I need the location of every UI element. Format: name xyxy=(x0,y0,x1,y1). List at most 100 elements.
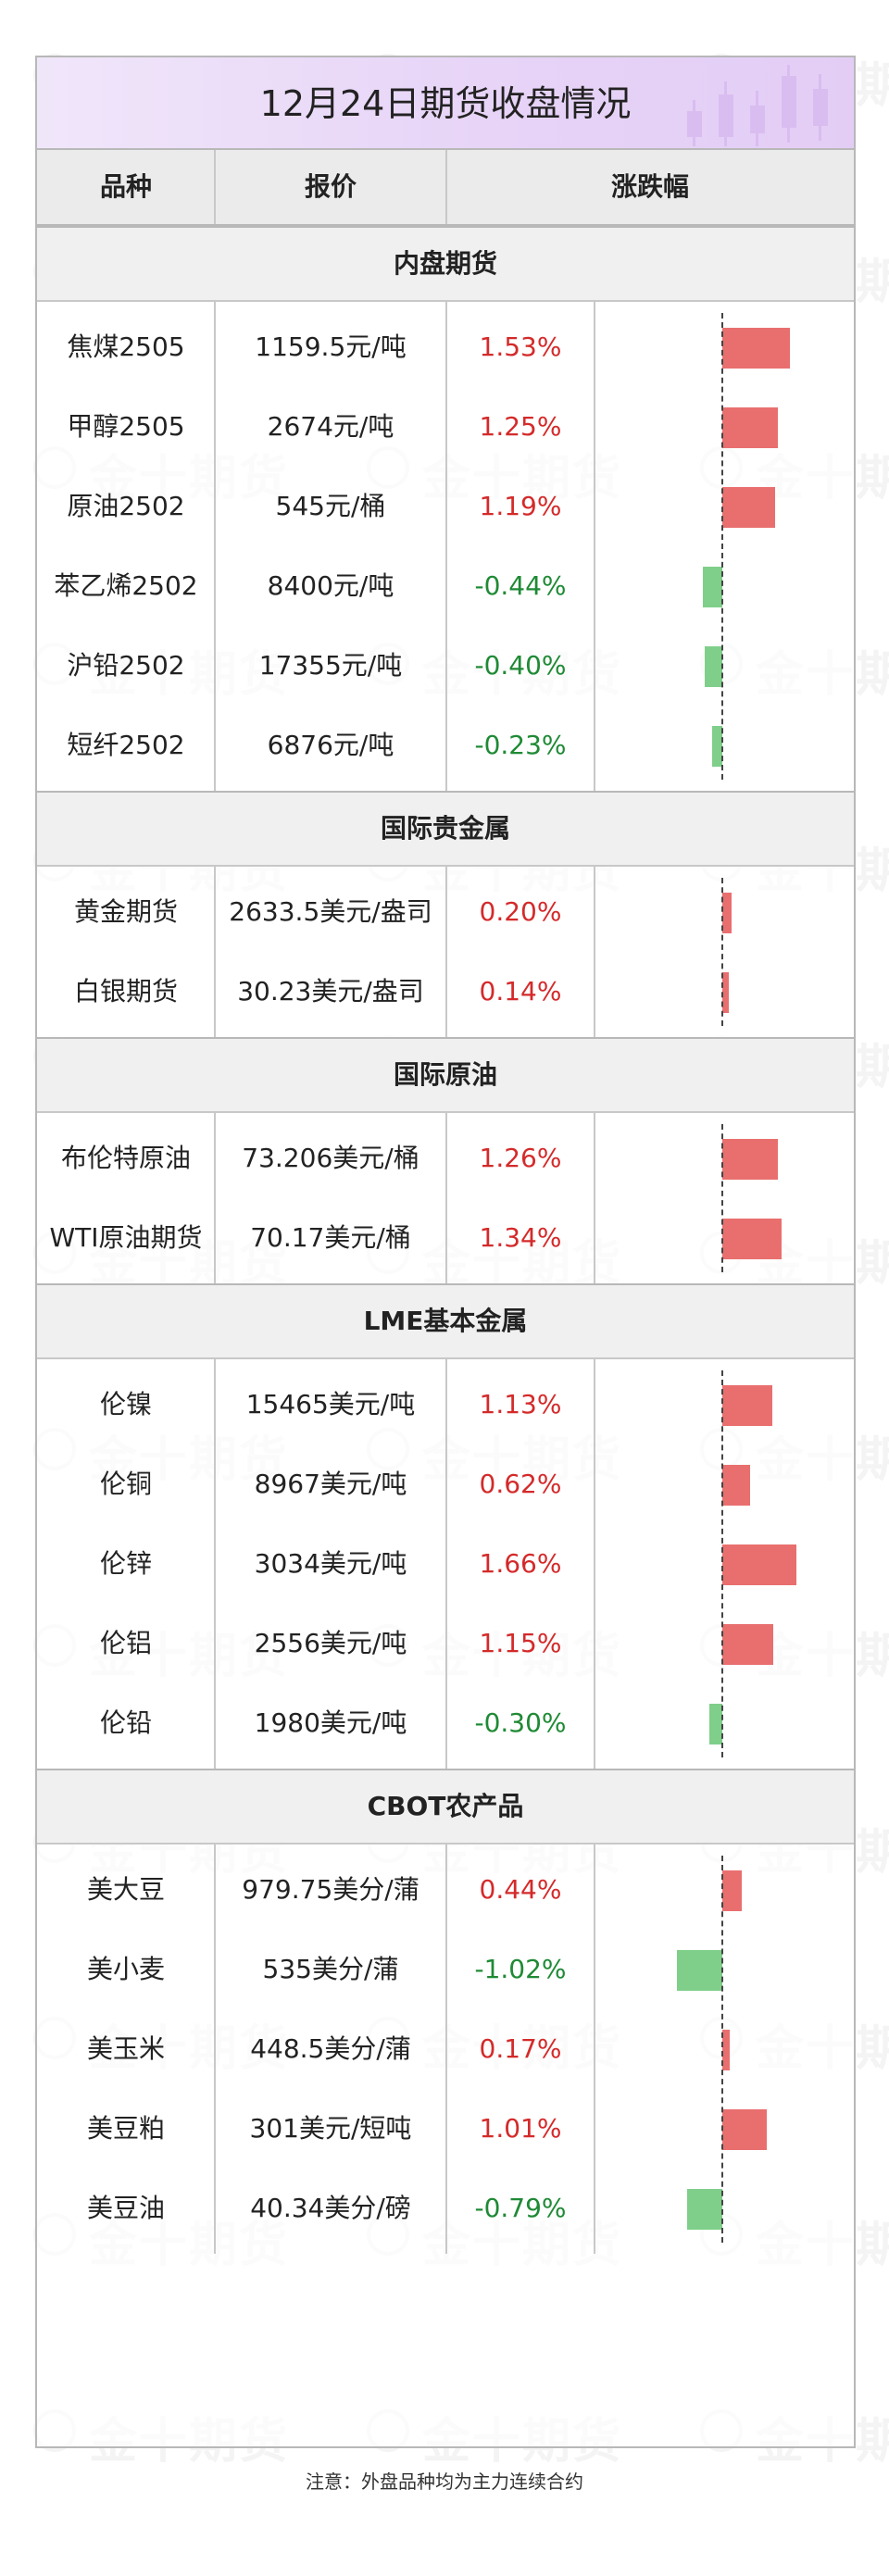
section-header: 内盘期货 xyxy=(37,226,854,302)
commodity-price: 448.5美分/蒲 xyxy=(250,2033,411,2064)
commodity-price: 73.206美元/桶 xyxy=(242,1143,419,1173)
zero-axis-line xyxy=(721,1856,723,2243)
change-bar xyxy=(722,1219,783,1259)
commodity-name: 美大豆 xyxy=(86,1874,165,1905)
header-change: 涨跌幅 xyxy=(610,171,689,202)
change-label: 1.53% xyxy=(479,331,562,362)
change-bar xyxy=(722,1385,773,1426)
column-divider xyxy=(214,1359,216,1769)
change-label: -1.02% xyxy=(474,1954,567,1984)
commodity-name: 伦镍 xyxy=(99,1389,152,1419)
header-name: 品种 xyxy=(99,171,152,202)
zero-axis-line xyxy=(721,313,723,780)
section-header: 国际贵金属 xyxy=(37,791,854,867)
change-bar xyxy=(711,726,722,767)
change-label: 1.15% xyxy=(479,1628,562,1658)
change-bar xyxy=(722,1544,796,1585)
column-divider xyxy=(594,1844,595,2254)
section-header: LME基本金属 xyxy=(37,1283,854,1359)
table-row: 原油2502 545元/桶 1.19% xyxy=(37,467,854,546)
change-label: 1.01% xyxy=(479,2113,562,2144)
header-divider xyxy=(445,150,447,224)
change-label: 0.62% xyxy=(479,1469,562,1499)
column-divider xyxy=(214,867,216,1037)
section-header: CBOT农产品 xyxy=(37,1769,854,1844)
table-row: 美豆粕 301美元/短吨 1.01% xyxy=(37,2089,854,2169)
column-divider xyxy=(594,1113,595,1283)
change-label: 0.20% xyxy=(479,896,562,927)
change-label: -0.23% xyxy=(474,730,567,760)
commodity-name: 美小麦 xyxy=(86,1954,165,1984)
commodity-price: 40.34美分/磅 xyxy=(250,2193,411,2223)
column-divider xyxy=(445,1844,447,2254)
change-label: 1.13% xyxy=(479,1389,562,1419)
section-title: 内盘期货 xyxy=(393,248,497,279)
header-divider xyxy=(214,150,216,224)
section-title: 国际原油 xyxy=(393,1059,497,1090)
zero-axis-line xyxy=(721,1124,723,1272)
table-header: 品种 报价 涨跌幅 xyxy=(37,150,854,226)
commodity-price: 1980美元/吨 xyxy=(254,1707,407,1738)
change-label: -0.40% xyxy=(474,650,567,681)
section-title: 国际贵金属 xyxy=(380,813,510,844)
table-row: 美小麦 535美分/蒲 -1.02% xyxy=(37,1930,854,2009)
commodity-price: 30.23美元/盎司 xyxy=(237,976,424,1007)
change-bar xyxy=(722,2030,731,2070)
table-row: 黄金期货 2633.5美元/盎司 0.20% xyxy=(37,872,854,952)
change-bar xyxy=(702,567,722,607)
commodity-name: 白银期货 xyxy=(73,976,178,1007)
futures-table: 12月24日期货收盘情况 品种 报价 涨跌幅 内盘期货焦煤2505 1159.5元… xyxy=(35,56,856,2448)
commodity-name: 美玉米 xyxy=(86,2033,165,2064)
section-title: LME基本金属 xyxy=(363,1306,528,1336)
column-divider xyxy=(214,1844,216,2254)
table-row: 沪铅2502 17355元/吨 -0.40% xyxy=(37,626,854,706)
change-bar xyxy=(722,1139,779,1180)
change-bar xyxy=(722,1870,743,1911)
change-label: -0.44% xyxy=(474,570,567,601)
column-divider xyxy=(445,867,447,1037)
change-label: -0.30% xyxy=(474,1707,567,1738)
table-row: WTI原油期货 70.17美元/桶 1.34% xyxy=(37,1198,854,1278)
commodity-name: 短纤2502 xyxy=(67,730,185,760)
commodity-price: 2633.5美元/盎司 xyxy=(229,896,432,927)
table-row: 甲醇2505 2674元/吨 1.25% xyxy=(37,387,854,467)
commodity-price: 1159.5元/吨 xyxy=(255,331,407,362)
commodity-price: 15465美元/吨 xyxy=(245,1389,416,1419)
commodity-price: 535美分/蒲 xyxy=(262,1954,399,1984)
commodity-name: 伦锌 xyxy=(99,1548,152,1579)
change-label: 1.19% xyxy=(479,491,562,521)
commodity-price: 2674元/吨 xyxy=(267,411,394,442)
change-label: 1.66% xyxy=(479,1548,562,1579)
section-title: CBOT农产品 xyxy=(367,1791,524,1821)
table-row: 布伦特原油 73.206美元/桶 1.26% xyxy=(37,1119,854,1198)
column-divider xyxy=(594,867,595,1037)
commodity-price: 2556美元/吨 xyxy=(254,1628,407,1658)
table-row: 焦煤2505 1159.5元/吨 1.53% xyxy=(37,307,854,387)
column-divider xyxy=(594,302,595,791)
zero-axis-line xyxy=(721,878,723,1026)
commodity-name: 沪铅2502 xyxy=(67,650,185,681)
change-label: 1.26% xyxy=(479,1143,562,1173)
change-bar xyxy=(722,328,791,369)
candle-wick xyxy=(787,65,790,143)
commodity-price: 17355元/吨 xyxy=(258,650,403,681)
commodity-price: 8967美元/吨 xyxy=(254,1469,407,1499)
change-bar xyxy=(722,407,778,448)
title-banner: 12月24日期货收盘情况 xyxy=(37,57,854,150)
commodity-name: 布伦特原油 xyxy=(60,1143,191,1173)
column-divider xyxy=(594,1359,595,1769)
table-row: 美豆油 40.34美分/磅 -0.79% xyxy=(37,2169,854,2248)
column-divider xyxy=(214,1113,216,1283)
commodity-name: 伦铜 xyxy=(99,1469,152,1499)
table-row: 短纤2502 6876元/吨 -0.23% xyxy=(37,706,854,785)
header-price: 报价 xyxy=(304,171,357,202)
commodity-name: 伦铝 xyxy=(99,1628,152,1658)
commodity-price: 6876元/吨 xyxy=(267,730,394,760)
commodity-name: 伦铅 xyxy=(99,1707,152,1738)
commodity-name: 焦煤2505 xyxy=(67,331,185,362)
column-divider xyxy=(445,1113,447,1283)
change-bar xyxy=(722,1465,750,1506)
section-header: 国际原油 xyxy=(37,1037,854,1113)
column-divider xyxy=(445,302,447,791)
change-bar xyxy=(708,1704,722,1744)
